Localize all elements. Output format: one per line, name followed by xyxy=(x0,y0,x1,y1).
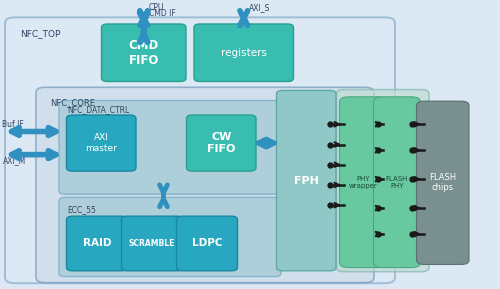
FancyBboxPatch shape xyxy=(186,115,256,171)
FancyBboxPatch shape xyxy=(5,17,395,283)
FancyBboxPatch shape xyxy=(336,90,429,272)
Text: CW
FIFO: CW FIFO xyxy=(207,132,236,154)
Text: AXI_M: AXI_M xyxy=(2,156,26,165)
Text: Buf IF: Buf IF xyxy=(2,120,24,129)
FancyBboxPatch shape xyxy=(374,97,420,268)
FancyBboxPatch shape xyxy=(59,197,281,277)
FancyBboxPatch shape xyxy=(194,24,294,81)
FancyBboxPatch shape xyxy=(36,87,374,283)
Text: SCRAMBLE: SCRAMBLE xyxy=(129,239,175,248)
FancyBboxPatch shape xyxy=(122,216,182,271)
Text: RAID: RAID xyxy=(83,238,111,249)
Text: AXI_S: AXI_S xyxy=(249,3,270,12)
Text: NFC_TOP: NFC_TOP xyxy=(20,29,60,38)
Text: NFC_CORE: NFC_CORE xyxy=(50,98,95,107)
FancyBboxPatch shape xyxy=(416,101,469,264)
FancyBboxPatch shape xyxy=(340,97,386,268)
FancyBboxPatch shape xyxy=(102,24,186,81)
Text: CMD IF: CMD IF xyxy=(149,8,176,18)
Text: LDPC: LDPC xyxy=(192,238,222,249)
FancyBboxPatch shape xyxy=(66,216,128,271)
FancyBboxPatch shape xyxy=(176,216,238,271)
Text: CPU: CPU xyxy=(149,3,164,12)
Text: AXI
master: AXI master xyxy=(86,133,117,153)
Text: FLASH
PHY: FLASH PHY xyxy=(386,176,408,189)
Text: NFC_DATA_CTRL: NFC_DATA_CTRL xyxy=(68,105,130,114)
FancyBboxPatch shape xyxy=(59,101,281,194)
Text: CMD
FIFO: CMD FIFO xyxy=(128,39,159,67)
FancyBboxPatch shape xyxy=(66,115,136,171)
Text: PHY
wrapper: PHY wrapper xyxy=(348,176,378,189)
Text: ECC_55: ECC_55 xyxy=(68,205,96,214)
FancyBboxPatch shape xyxy=(276,90,336,271)
Text: FLASH
chips: FLASH chips xyxy=(429,173,456,192)
Text: FPH: FPH xyxy=(294,176,318,186)
Text: registers: registers xyxy=(221,48,267,58)
